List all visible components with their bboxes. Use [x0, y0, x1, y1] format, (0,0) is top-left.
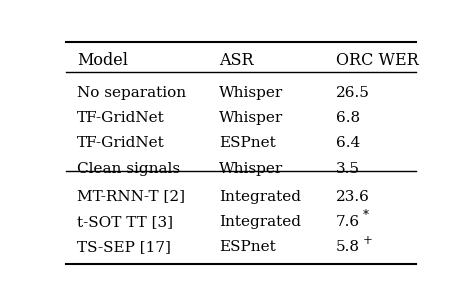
Text: 26.5: 26.5 [336, 85, 369, 100]
Text: 23.6: 23.6 [336, 190, 369, 203]
Text: +: + [363, 234, 373, 248]
Text: Integrated: Integrated [219, 190, 301, 203]
Text: t-SOT TT [3]: t-SOT TT [3] [77, 215, 173, 229]
Text: 6.4: 6.4 [336, 136, 360, 150]
Text: ORC WER: ORC WER [336, 52, 418, 69]
Text: Model: Model [77, 52, 128, 69]
Text: TF-GridNet: TF-GridNet [77, 111, 164, 125]
Text: Whisper: Whisper [219, 162, 283, 176]
Text: ESPnet: ESPnet [219, 136, 276, 150]
Text: Integrated: Integrated [219, 215, 301, 229]
Text: Whisper: Whisper [219, 111, 283, 125]
Text: 5.8: 5.8 [336, 240, 360, 254]
Text: MT-RNN-T [2]: MT-RNN-T [2] [77, 190, 185, 203]
Text: 6.8: 6.8 [336, 111, 360, 125]
Text: Whisper: Whisper [219, 85, 283, 100]
Text: 7.6: 7.6 [336, 215, 360, 229]
Text: TS-SEP [17]: TS-SEP [17] [77, 240, 171, 254]
Text: ASR: ASR [219, 52, 254, 69]
Text: 3.5: 3.5 [336, 162, 360, 176]
Text: *: * [363, 209, 369, 222]
Text: ESPnet: ESPnet [219, 240, 276, 254]
Text: TF-GridNet: TF-GridNet [77, 136, 164, 150]
Text: Clean signals: Clean signals [77, 162, 180, 176]
Text: No separation: No separation [77, 85, 186, 100]
